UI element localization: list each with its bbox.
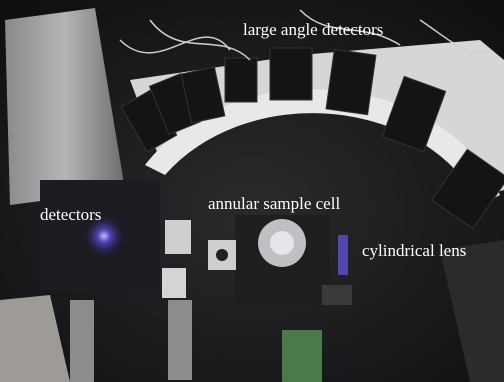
circuit-board <box>282 330 322 382</box>
sample-cell-inner <box>270 231 294 255</box>
label-large-angle-detectors: large angle detectors <box>243 20 383 39</box>
label-cylindrical-lens: cylindrical lens <box>362 241 466 260</box>
photo: large angle detectors detectors annular … <box>0 0 504 382</box>
label-annular-sample-cell: annular sample cell <box>208 194 340 213</box>
mount <box>162 268 186 298</box>
label-detectors: detectors <box>40 205 101 224</box>
detector-box <box>270 48 312 100</box>
micrometer <box>70 300 94 382</box>
hole <box>216 249 228 261</box>
micrometer <box>168 300 192 380</box>
cylindrical-lens <box>338 235 348 275</box>
detector-box <box>326 49 376 114</box>
mount <box>165 220 191 254</box>
detector-box <box>225 58 257 102</box>
lens-mount <box>322 285 352 305</box>
